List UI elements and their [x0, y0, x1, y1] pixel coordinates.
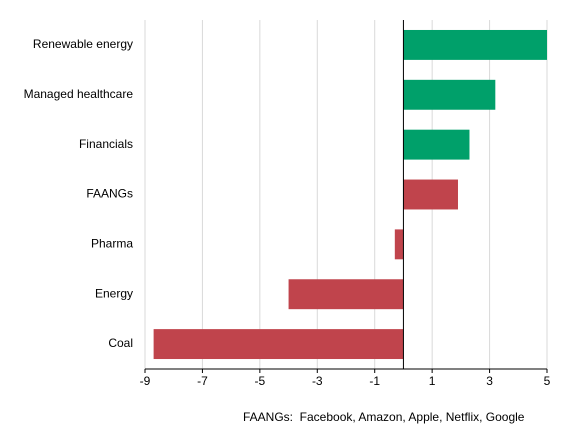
- y-tick-label: Managed healthcare: [24, 87, 134, 101]
- x-tick-label: -1: [369, 374, 380, 388]
- y-tick-label: Renewable energy: [33, 37, 133, 51]
- annotation: FAANGs: Facebook, Amazon, Apple, Netflix…: [243, 410, 525, 424]
- bar: [403, 179, 458, 210]
- x-tick-label: -3: [312, 374, 323, 388]
- x-tick-label: 1: [429, 374, 436, 388]
- x-tick-label: -7: [197, 374, 208, 388]
- bar: [288, 279, 404, 310]
- bar: [153, 329, 404, 360]
- x-tick-label: 3: [486, 374, 493, 388]
- bar: [403, 29, 547, 60]
- bar: [403, 79, 496, 110]
- y-tick-label: Pharma: [91, 237, 133, 251]
- x-tick-label: -5: [255, 374, 266, 388]
- bar: [394, 229, 404, 260]
- y-tick-label: FAANGs: [86, 187, 133, 201]
- bar: [403, 129, 470, 160]
- y-tick-label: Energy: [95, 286, 133, 300]
- y-tick-label: Financials: [79, 137, 133, 151]
- x-tick-label: 5: [544, 374, 551, 388]
- y-tick-label: Coal: [108, 336, 133, 350]
- x-tick-label: -9: [140, 374, 151, 388]
